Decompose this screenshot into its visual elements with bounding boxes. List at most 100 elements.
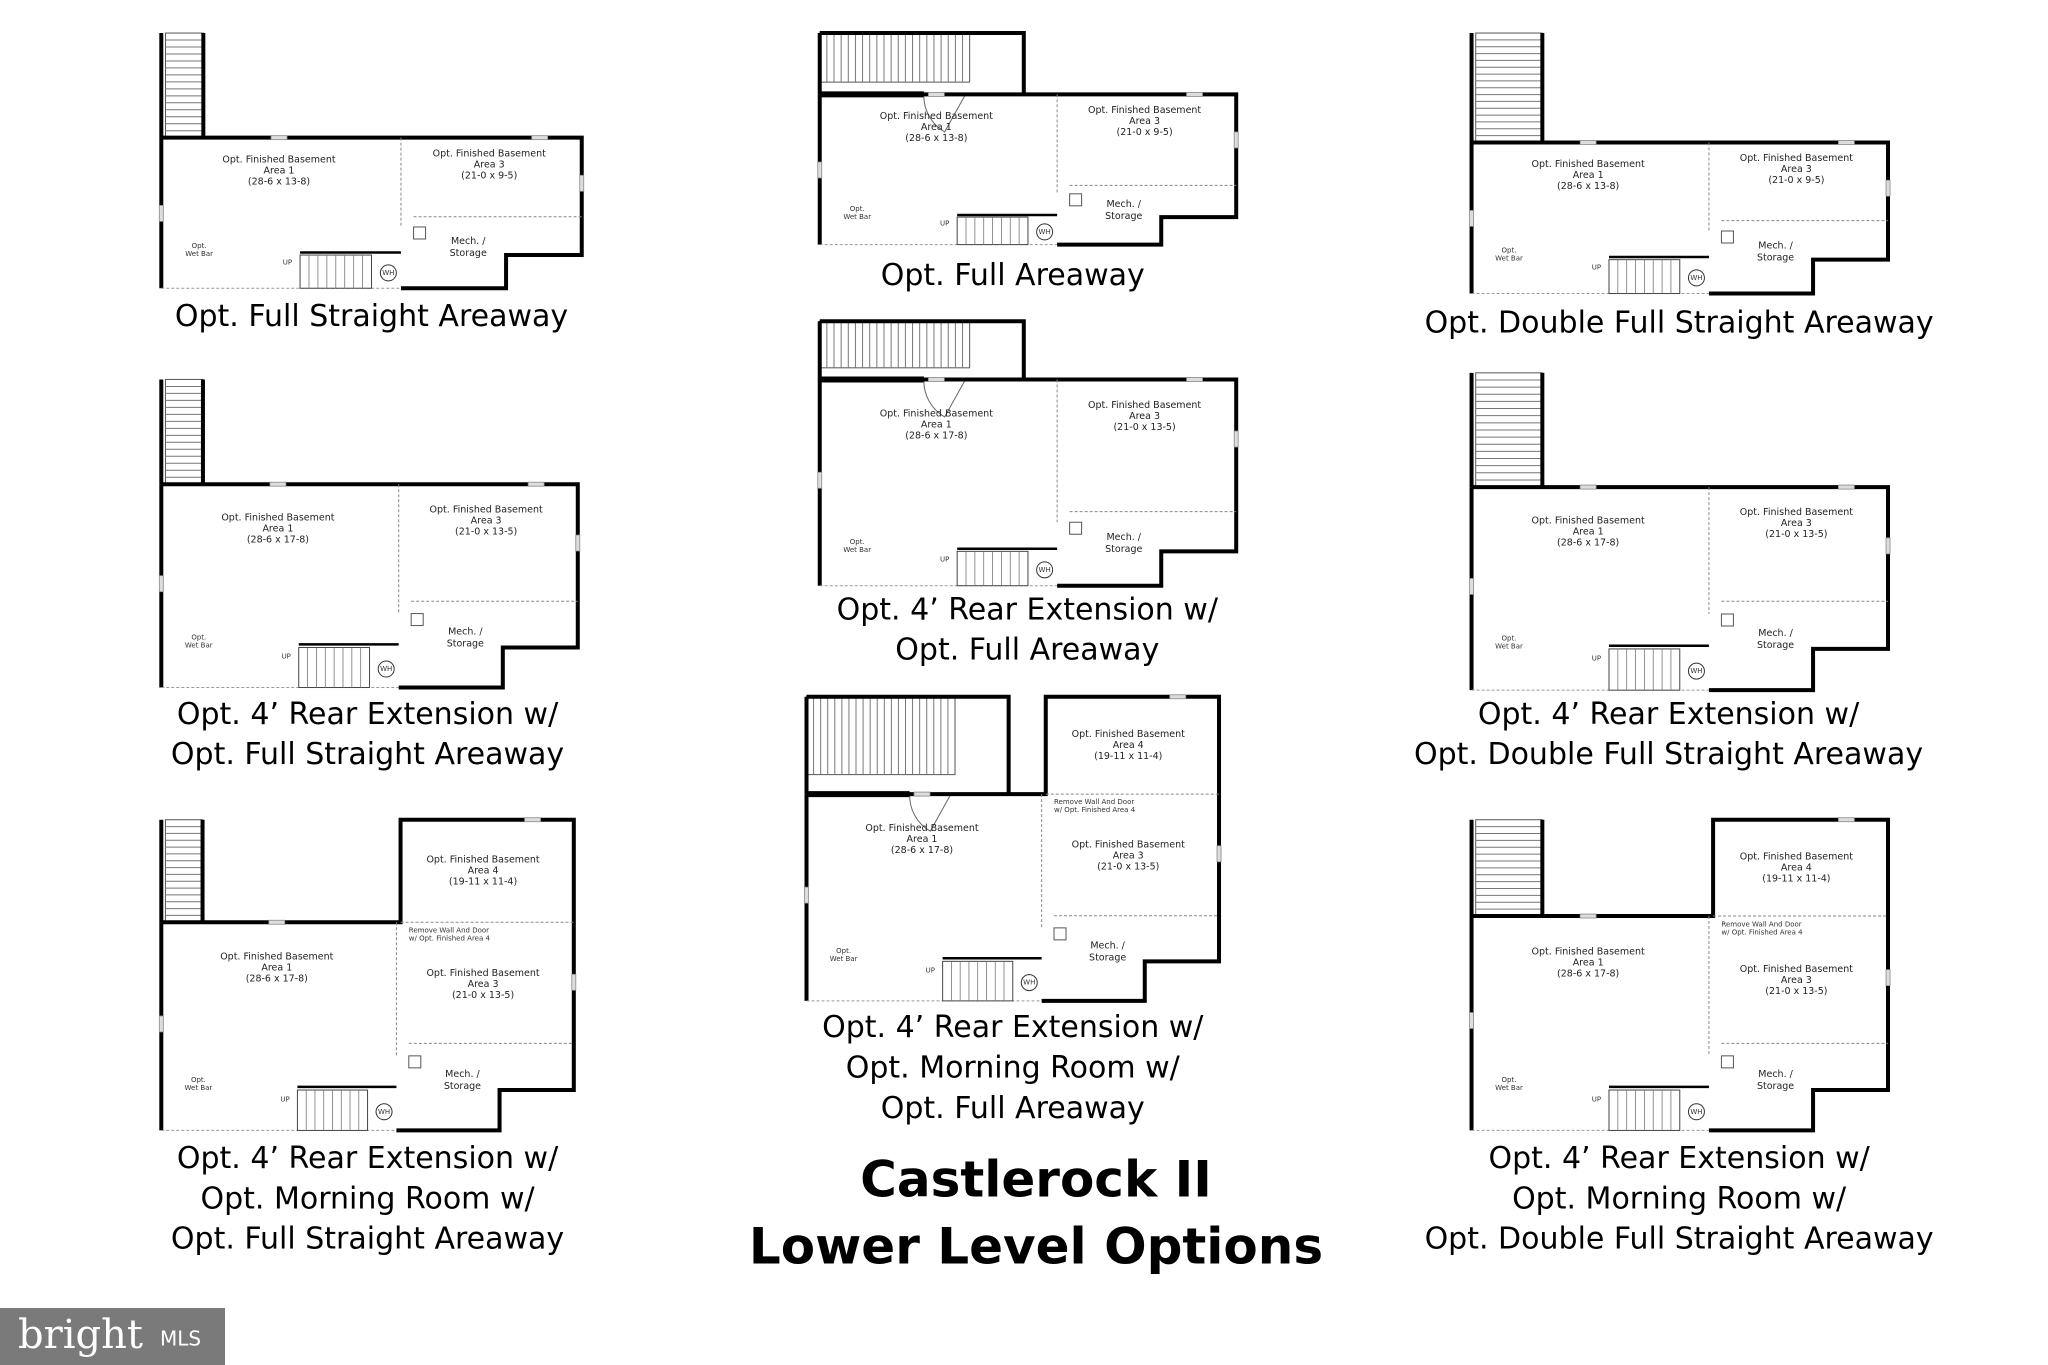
window (579, 174, 585, 192)
mech-equipment (1720, 230, 1734, 244)
room-label: Storage (444, 1081, 481, 1092)
room-label: Opt. (1502, 635, 1517, 643)
window (1579, 140, 1597, 145)
window (1885, 969, 1891, 987)
window (158, 575, 164, 593)
window (1837, 817, 1855, 823)
window (527, 481, 545, 487)
room-label: Opt. Finished Basement (1532, 947, 1645, 958)
wall (817, 319, 1026, 380)
plan-caption: Opt. Morning Room w/ (846, 1050, 1181, 1085)
room-label: Opt. (1502, 246, 1517, 254)
room-label: Mech. / (1758, 628, 1793, 639)
window (1469, 210, 1474, 227)
room-label: Wet Bar (185, 250, 213, 258)
room-label: WH (1039, 566, 1051, 574)
room-label: UP (283, 259, 292, 267)
water-heater (1020, 974, 1038, 992)
room-label: Opt. Finished Basement (221, 512, 334, 523)
room-label: Opt. Finished Basement (1072, 840, 1185, 851)
water-heater (1687, 269, 1705, 287)
room-label: Mech. / (1090, 941, 1125, 952)
room-label: Opt. (850, 538, 865, 546)
room-label: Storage (450, 248, 487, 259)
window (1837, 484, 1855, 490)
window (1186, 92, 1203, 97)
room-label: Opt. (1502, 1076, 1517, 1084)
mech-equipment (1069, 193, 1083, 207)
room-label: UP (926, 966, 935, 974)
room-label: UP (940, 219, 949, 227)
room-label: Opt. Finished Basement (1088, 105, 1201, 116)
window (1233, 131, 1239, 149)
mech-equipment (413, 226, 427, 240)
room-label: Opt. Finished Basement (433, 148, 546, 159)
room-label: Opt. Finished Basement (1532, 515, 1645, 526)
room-label: (28-6 x 17-8) (891, 845, 953, 856)
water-heater (375, 1103, 393, 1121)
room-label: (28-6 x 17-8) (247, 534, 309, 545)
window (927, 377, 945, 382)
mech-equipment (410, 613, 424, 627)
room-label: Area 3 (474, 159, 505, 170)
plan-caption: Opt. 4’ Rear Extension w/ (822, 1010, 1204, 1045)
room-label: Area 3 (1781, 975, 1812, 986)
window (1837, 140, 1855, 145)
window (158, 205, 164, 222)
room-label: WH (1690, 667, 1702, 675)
room-label: Remove Wall And Door (1721, 920, 1801, 928)
plan-caption: Opt. Full Straight Areaway (175, 299, 568, 334)
room-label: (21-0 x 9-5) (1117, 127, 1173, 138)
room-label: Mech. / (1758, 1069, 1793, 1080)
room-label: Wet Bar (830, 955, 858, 963)
door-swing (923, 94, 966, 133)
room-label: (28-6 x 13-8) (905, 133, 967, 144)
logo-suffix: MLS (160, 1327, 201, 1351)
title-line: Lower Level Options (749, 1218, 1323, 1276)
room-label: Opt. Finished Basement (880, 408, 993, 419)
mech-equipment (1720, 613, 1734, 627)
room-label: w/ Opt. Finished Area 4 (1721, 928, 1803, 936)
window (1579, 484, 1597, 490)
room-label: Storage (1105, 211, 1142, 222)
water-heater (377, 660, 395, 678)
door-swing (923, 379, 966, 418)
room-label: Area 3 (1113, 851, 1144, 862)
room-label: Opt. (191, 1076, 206, 1084)
window (817, 161, 823, 179)
room-label: Opt. Finished Basement (426, 854, 539, 865)
room-label: (21-0 x 13-5) (1765, 529, 1827, 540)
window (804, 886, 809, 904)
wall (817, 31, 1026, 95)
room-label: Area 3 (1781, 518, 1812, 529)
room-label: Opt. Finished Basement (222, 154, 335, 165)
room-label: w/ Opt. Finished Area 4 (1054, 806, 1136, 814)
room-label: Opt. Finished Basement (220, 952, 333, 963)
stair-areaway (819, 32, 971, 83)
room-label: Area 3 (1129, 411, 1160, 422)
mech-equipment (1053, 927, 1067, 941)
window (524, 817, 541, 823)
water-heater (379, 264, 397, 282)
room-label: Opt. Finished Basement (1532, 159, 1645, 170)
room-label: (21-0 x 9-5) (461, 170, 517, 181)
room-label: Mech. / (445, 1069, 480, 1080)
room-label: (21-0 x 13-5) (452, 990, 514, 1001)
stair-areaway (819, 320, 971, 369)
plan-caption: Opt. Double Full Straight Areaway (1425, 1222, 1934, 1257)
mech-equipment (1720, 1055, 1734, 1069)
room-label: WH (382, 269, 394, 277)
room-label: WH (1690, 1108, 1702, 1116)
room-label: (28-6 x 13-8) (248, 176, 310, 187)
window (575, 534, 581, 552)
room-label: (21-0 x 13-5) (1765, 986, 1827, 997)
room-label: Area 3 (468, 979, 499, 990)
room-label: Area 1 (1573, 958, 1604, 969)
mech-equipment (1069, 521, 1083, 535)
